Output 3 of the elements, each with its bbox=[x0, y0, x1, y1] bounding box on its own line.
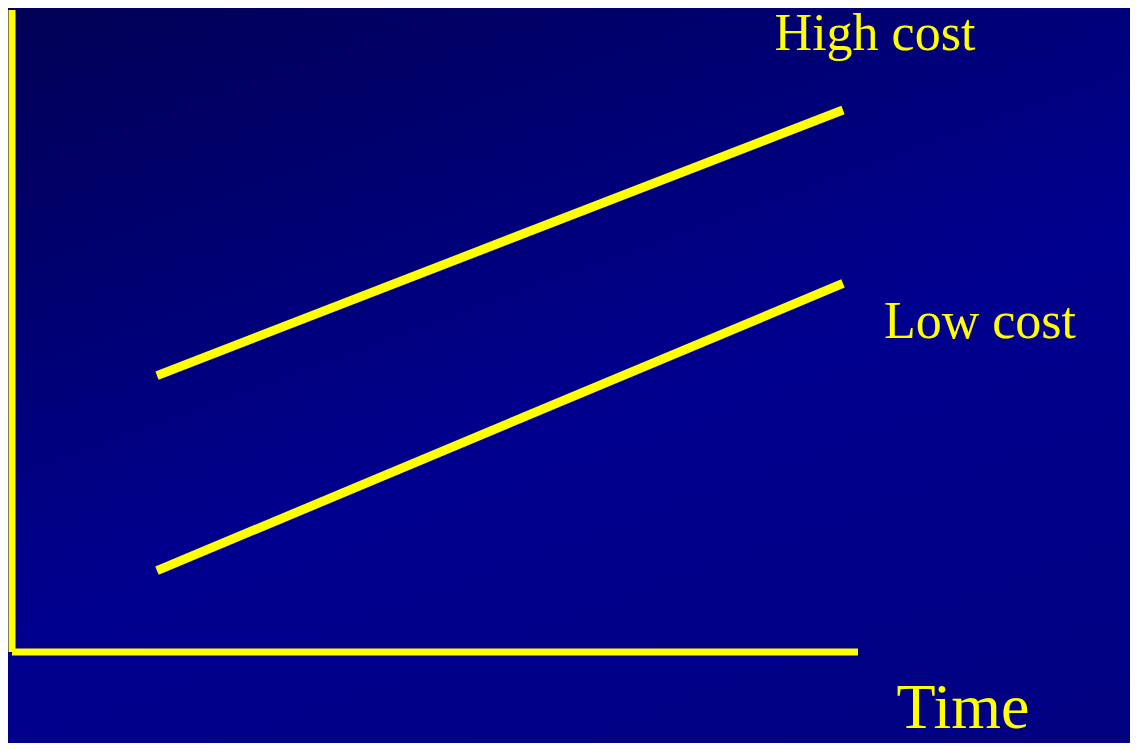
x-axis-title: Time bbox=[896, 671, 1030, 742]
series-label: High cost bbox=[774, 4, 976, 61]
series-label: Low cost bbox=[883, 292, 1077, 350]
